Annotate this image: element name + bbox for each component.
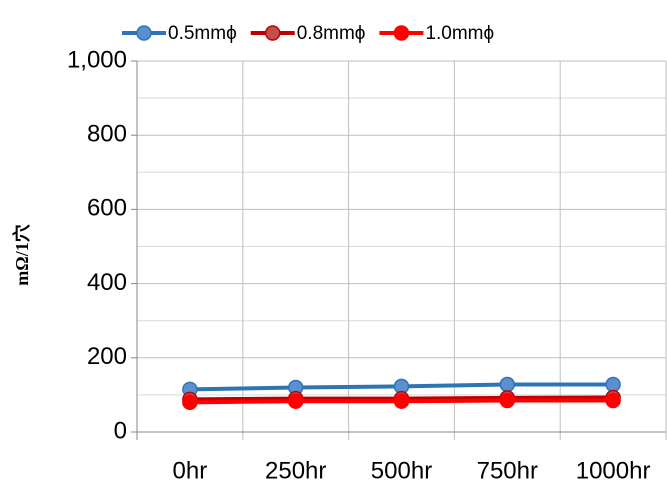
point: [605, 392, 621, 409]
point: [605, 376, 621, 393]
legend-label: 0.8mmϕ: [297, 23, 366, 44]
x-tick-label: 750hr: [477, 457, 538, 484]
y-tick-label: 400: [87, 269, 127, 296]
legend-marker: [136, 25, 152, 41]
y-tick-label: 800: [87, 121, 127, 148]
point: [499, 376, 516, 393]
legend-marker: [264, 25, 281, 41]
legend-label: 1.0mmϕ: [425, 23, 494, 44]
point: [182, 394, 198, 411]
y-axis-label: mΩ/1穴: [11, 224, 32, 285]
point: [393, 393, 410, 409]
x-tick-label: 500hr: [371, 457, 432, 484]
x-tick-label: 1000hr: [576, 457, 651, 484]
legend-label: 0.5mmϕ: [168, 23, 237, 44]
point: [499, 392, 516, 409]
y-tick-label: 200: [87, 343, 127, 370]
x-tick-label: 250hr: [265, 457, 326, 484]
y-tick-label: 600: [87, 195, 127, 222]
x-tick-label: 0hr: [173, 457, 208, 484]
y-tick-label: 0: [114, 417, 127, 444]
y-tick-label: 1,000: [67, 46, 127, 73]
legend-marker: [393, 25, 410, 41]
point: [287, 393, 304, 409]
